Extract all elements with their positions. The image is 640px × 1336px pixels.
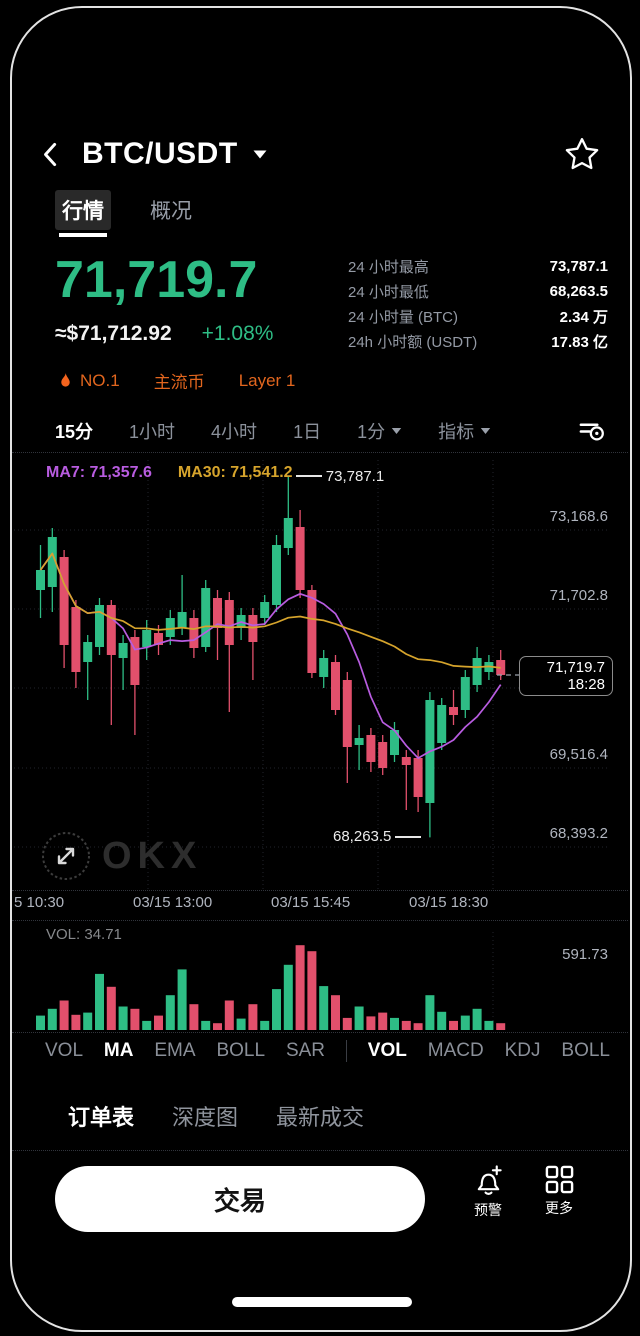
- stat-low: 24 小时最低 68,263.5: [348, 283, 608, 301]
- badges-row: NO.1 主流币 Layer 1: [58, 368, 295, 393]
- badge-layer1[interactable]: Layer 1: [238, 370, 296, 390]
- indicator-tabs: VOL MA EMA BOLL SAR VOL MACD KDJ BOLL: [45, 1040, 610, 1062]
- last-price: 71,719.7: [55, 251, 258, 309]
- trade-button[interactable]: 交易: [55, 1166, 425, 1232]
- ma-legend: MA7: 71,357.6 MA30: 71,541.2: [46, 464, 293, 482]
- grid-icon: [545, 1165, 573, 1194]
- orderbook-tabs: 订单表 深度图 最新成交: [68, 1100, 364, 1132]
- flame-icon: [61, 373, 70, 387]
- divider: [12, 890, 628, 891]
- indicator-vol-sub[interactable]: VOL: [367, 1040, 407, 1061]
- stat-volume-usdt: 24h 小时额 (USDT) 17.83 亿: [348, 334, 608, 351]
- timeframe-15m[interactable]: 15分: [55, 421, 94, 442]
- indicator-dropdown[interactable]: 指标: [438, 418, 491, 444]
- low-annotation: 68,263.5: [289, 828, 422, 845]
- price-alert-button[interactable]: 预警: [456, 1164, 520, 1220]
- timeframe-1h[interactable]: 1小时: [129, 421, 176, 442]
- timeframe-4h[interactable]: 4小时: [211, 421, 258, 442]
- y-axis-label: 71,702.8: [549, 587, 608, 604]
- stat-volume-btc: 24 小时量 (BTC) 2.34 万: [348, 309, 608, 326]
- timeframe-1d[interactable]: 1日: [293, 421, 322, 442]
- divider: [12, 1032, 628, 1033]
- y-axis-label: 69,516.4: [549, 746, 608, 763]
- badge-rank-label: NO.1: [80, 370, 120, 390]
- divider: [12, 452, 628, 453]
- y-axis-label: 68,393.2: [549, 825, 608, 842]
- tag-time: 18:28: [567, 675, 605, 693]
- high-annotation: 73,787.1: [295, 468, 384, 485]
- tab-order-book[interactable]: 订单表: [68, 1105, 135, 1130]
- star-icon: [565, 138, 599, 170]
- change-percent: +1.08%: [201, 322, 274, 345]
- indicator-sar[interactable]: SAR: [285, 1040, 326, 1061]
- indicator-ma[interactable]: MA: [103, 1040, 134, 1061]
- caret-down-icon: [391, 427, 402, 434]
- chart-watermark: OKX: [40, 830, 202, 882]
- fiat-row: ≈$71,712.92 +1.08%: [55, 322, 273, 346]
- alert-label: 预警: [474, 1202, 502, 1218]
- badge-mainstream[interactable]: 主流币: [153, 373, 205, 392]
- divider: [345, 1040, 347, 1062]
- tab-latest-trades[interactable]: 最新成交: [276, 1105, 365, 1130]
- last-price-tag: 71,719.7 18:28: [519, 655, 613, 696]
- tab-market[interactable]: 行情: [55, 190, 111, 237]
- timeframe-more-dropdown[interactable]: 1分: [357, 418, 402, 444]
- indicator-vol-main[interactable]: VOL: [45, 1040, 84, 1061]
- chevron-down-icon: [253, 150, 267, 158]
- x-axis-label: 03/15 13:00: [133, 894, 213, 911]
- indicator-ema[interactable]: EMA: [154, 1040, 196, 1061]
- x-axis-label: 03/15 18:30: [409, 894, 489, 911]
- tag-price: 71,719.7: [546, 658, 605, 676]
- back-button[interactable]: [40, 141, 70, 168]
- chart-settings-button[interactable]: [577, 416, 606, 445]
- page-tabs: 行情 概况: [55, 190, 199, 237]
- tab-overview[interactable]: 概况: [150, 200, 192, 223]
- ma7-legend: MA7: 71,357.6: [46, 464, 152, 481]
- badge-rank[interactable]: NO.1: [58, 371, 120, 391]
- volume-value-label: VOL: 34.71: [46, 926, 122, 943]
- bell-plus-icon: [477, 1165, 502, 1195]
- timeframe-row: 15分 1小时 4小时 1日 1分 指标: [55, 416, 606, 445]
- indicator-boll-sub[interactable]: BOLL: [561, 1040, 610, 1061]
- stat-high: 24 小时最高 73,787.1: [348, 258, 608, 276]
- chevron-left-icon: [44, 142, 57, 166]
- favorite-button[interactable]: [564, 136, 600, 172]
- x-axis-label: 03/15 15:45: [271, 894, 351, 911]
- divider: [12, 1150, 628, 1151]
- x-axis-label: 5 10:30: [14, 894, 65, 911]
- home-indicator[interactable]: [232, 1297, 412, 1307]
- fiat-price: ≈$71,712.92: [55, 322, 172, 345]
- indicator-boll[interactable]: BOLL: [216, 1040, 266, 1061]
- indicator-kdj[interactable]: KDJ: [504, 1040, 541, 1061]
- pair-selector[interactable]: BTC/USDT: [82, 137, 268, 171]
- page-title: BTC/USDT: [82, 137, 238, 170]
- ma30-legend: MA30: 71,541.2: [177, 464, 293, 481]
- caret-down-icon: [480, 427, 491, 434]
- tab-depth-chart[interactable]: 深度图: [172, 1105, 239, 1130]
- expand-icon: [42, 832, 90, 880]
- divider: [12, 920, 628, 921]
- okx-logo: OKX: [102, 834, 203, 877]
- more-button[interactable]: 更多: [527, 1164, 591, 1218]
- volume-axis-max: 591.73: [562, 946, 608, 963]
- header: BTC/USDT: [40, 132, 600, 176]
- expand-chart-button[interactable]: [40, 830, 92, 882]
- stats-panel: 24 小时最高 73,787.1 24 小时最低 68,263.5 24 小时量…: [348, 254, 608, 354]
- indicator-macd[interactable]: MACD: [427, 1040, 484, 1061]
- y-axis-label: 73,168.6: [549, 508, 608, 525]
- chart-settings-icon: [579, 423, 604, 441]
- more-label: 更多: [545, 1200, 573, 1216]
